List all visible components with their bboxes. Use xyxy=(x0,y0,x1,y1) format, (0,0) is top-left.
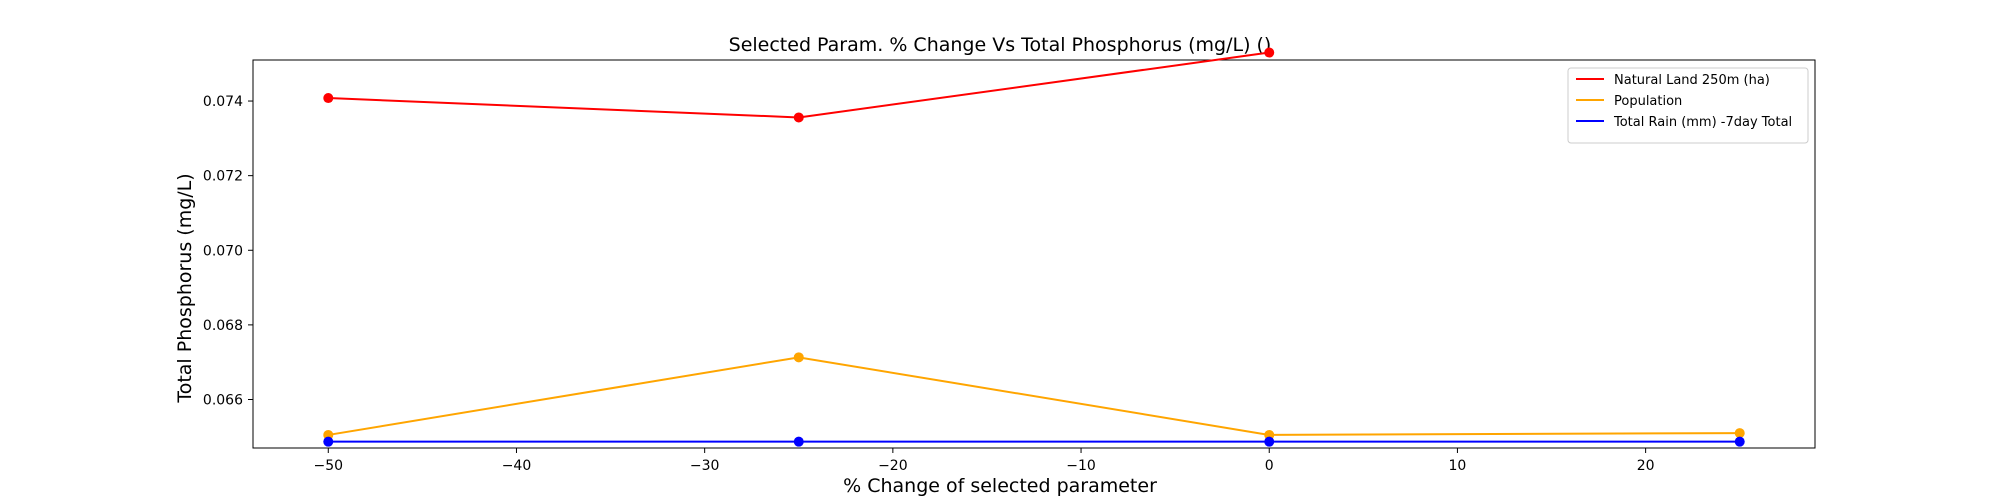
x-tick-label: −10 xyxy=(1066,458,1096,474)
x-tick-label: 0 xyxy=(1265,458,1274,474)
y-tick-label: 0.068 xyxy=(203,318,243,334)
y-tick-label: 0.066 xyxy=(203,393,243,409)
data-point xyxy=(323,93,334,104)
x-axis: −50 −40 −30 −20 −10 0 10 20 xyxy=(314,448,1655,474)
y-tick-label: 0.072 xyxy=(203,169,243,185)
x-axis-label: % Change of selected parameter xyxy=(843,475,1157,497)
x-tick-label: 10 xyxy=(1449,458,1467,474)
series-layer xyxy=(323,47,1745,447)
x-tick-label: −50 xyxy=(314,458,344,474)
x-tick-label: −40 xyxy=(502,458,532,474)
x-tick-label: −20 xyxy=(878,458,908,474)
series-line xyxy=(328,356,1740,436)
y-axis: 0.066 0.068 0.070 0.072 0.074 xyxy=(203,94,253,409)
legend-label: Total Rain (mm) -7day Total xyxy=(1613,115,1792,130)
data-point xyxy=(1734,436,1745,447)
data-point xyxy=(793,112,804,123)
x-tick-label: −30 xyxy=(690,458,720,474)
data-point xyxy=(1264,436,1275,447)
legend-label: Natural Land 250m (ha) xyxy=(1614,73,1770,88)
series-line xyxy=(328,51,1270,119)
legend-box xyxy=(1567,67,1809,144)
data-point xyxy=(1264,47,1275,58)
x-tick-label: 20 xyxy=(1637,458,1655,474)
plot-frame xyxy=(252,59,1816,449)
legend: Natural Land 250m (ha) Population Total Ra… xyxy=(1567,67,1809,144)
legend-label: Population xyxy=(1614,94,1682,109)
y-axis-label: Total Phosphorus (mg/L) xyxy=(174,173,196,403)
y-tick-label: 0.070 xyxy=(203,243,243,259)
y-tick-label: 0.074 xyxy=(203,94,243,110)
chart-title: Selected Param. % Change Vs Total Phosph… xyxy=(729,34,1272,56)
data-point xyxy=(793,436,804,447)
data-point xyxy=(323,436,334,447)
data-point xyxy=(793,352,804,363)
plot-area xyxy=(252,59,1816,449)
data-point xyxy=(1734,428,1745,439)
